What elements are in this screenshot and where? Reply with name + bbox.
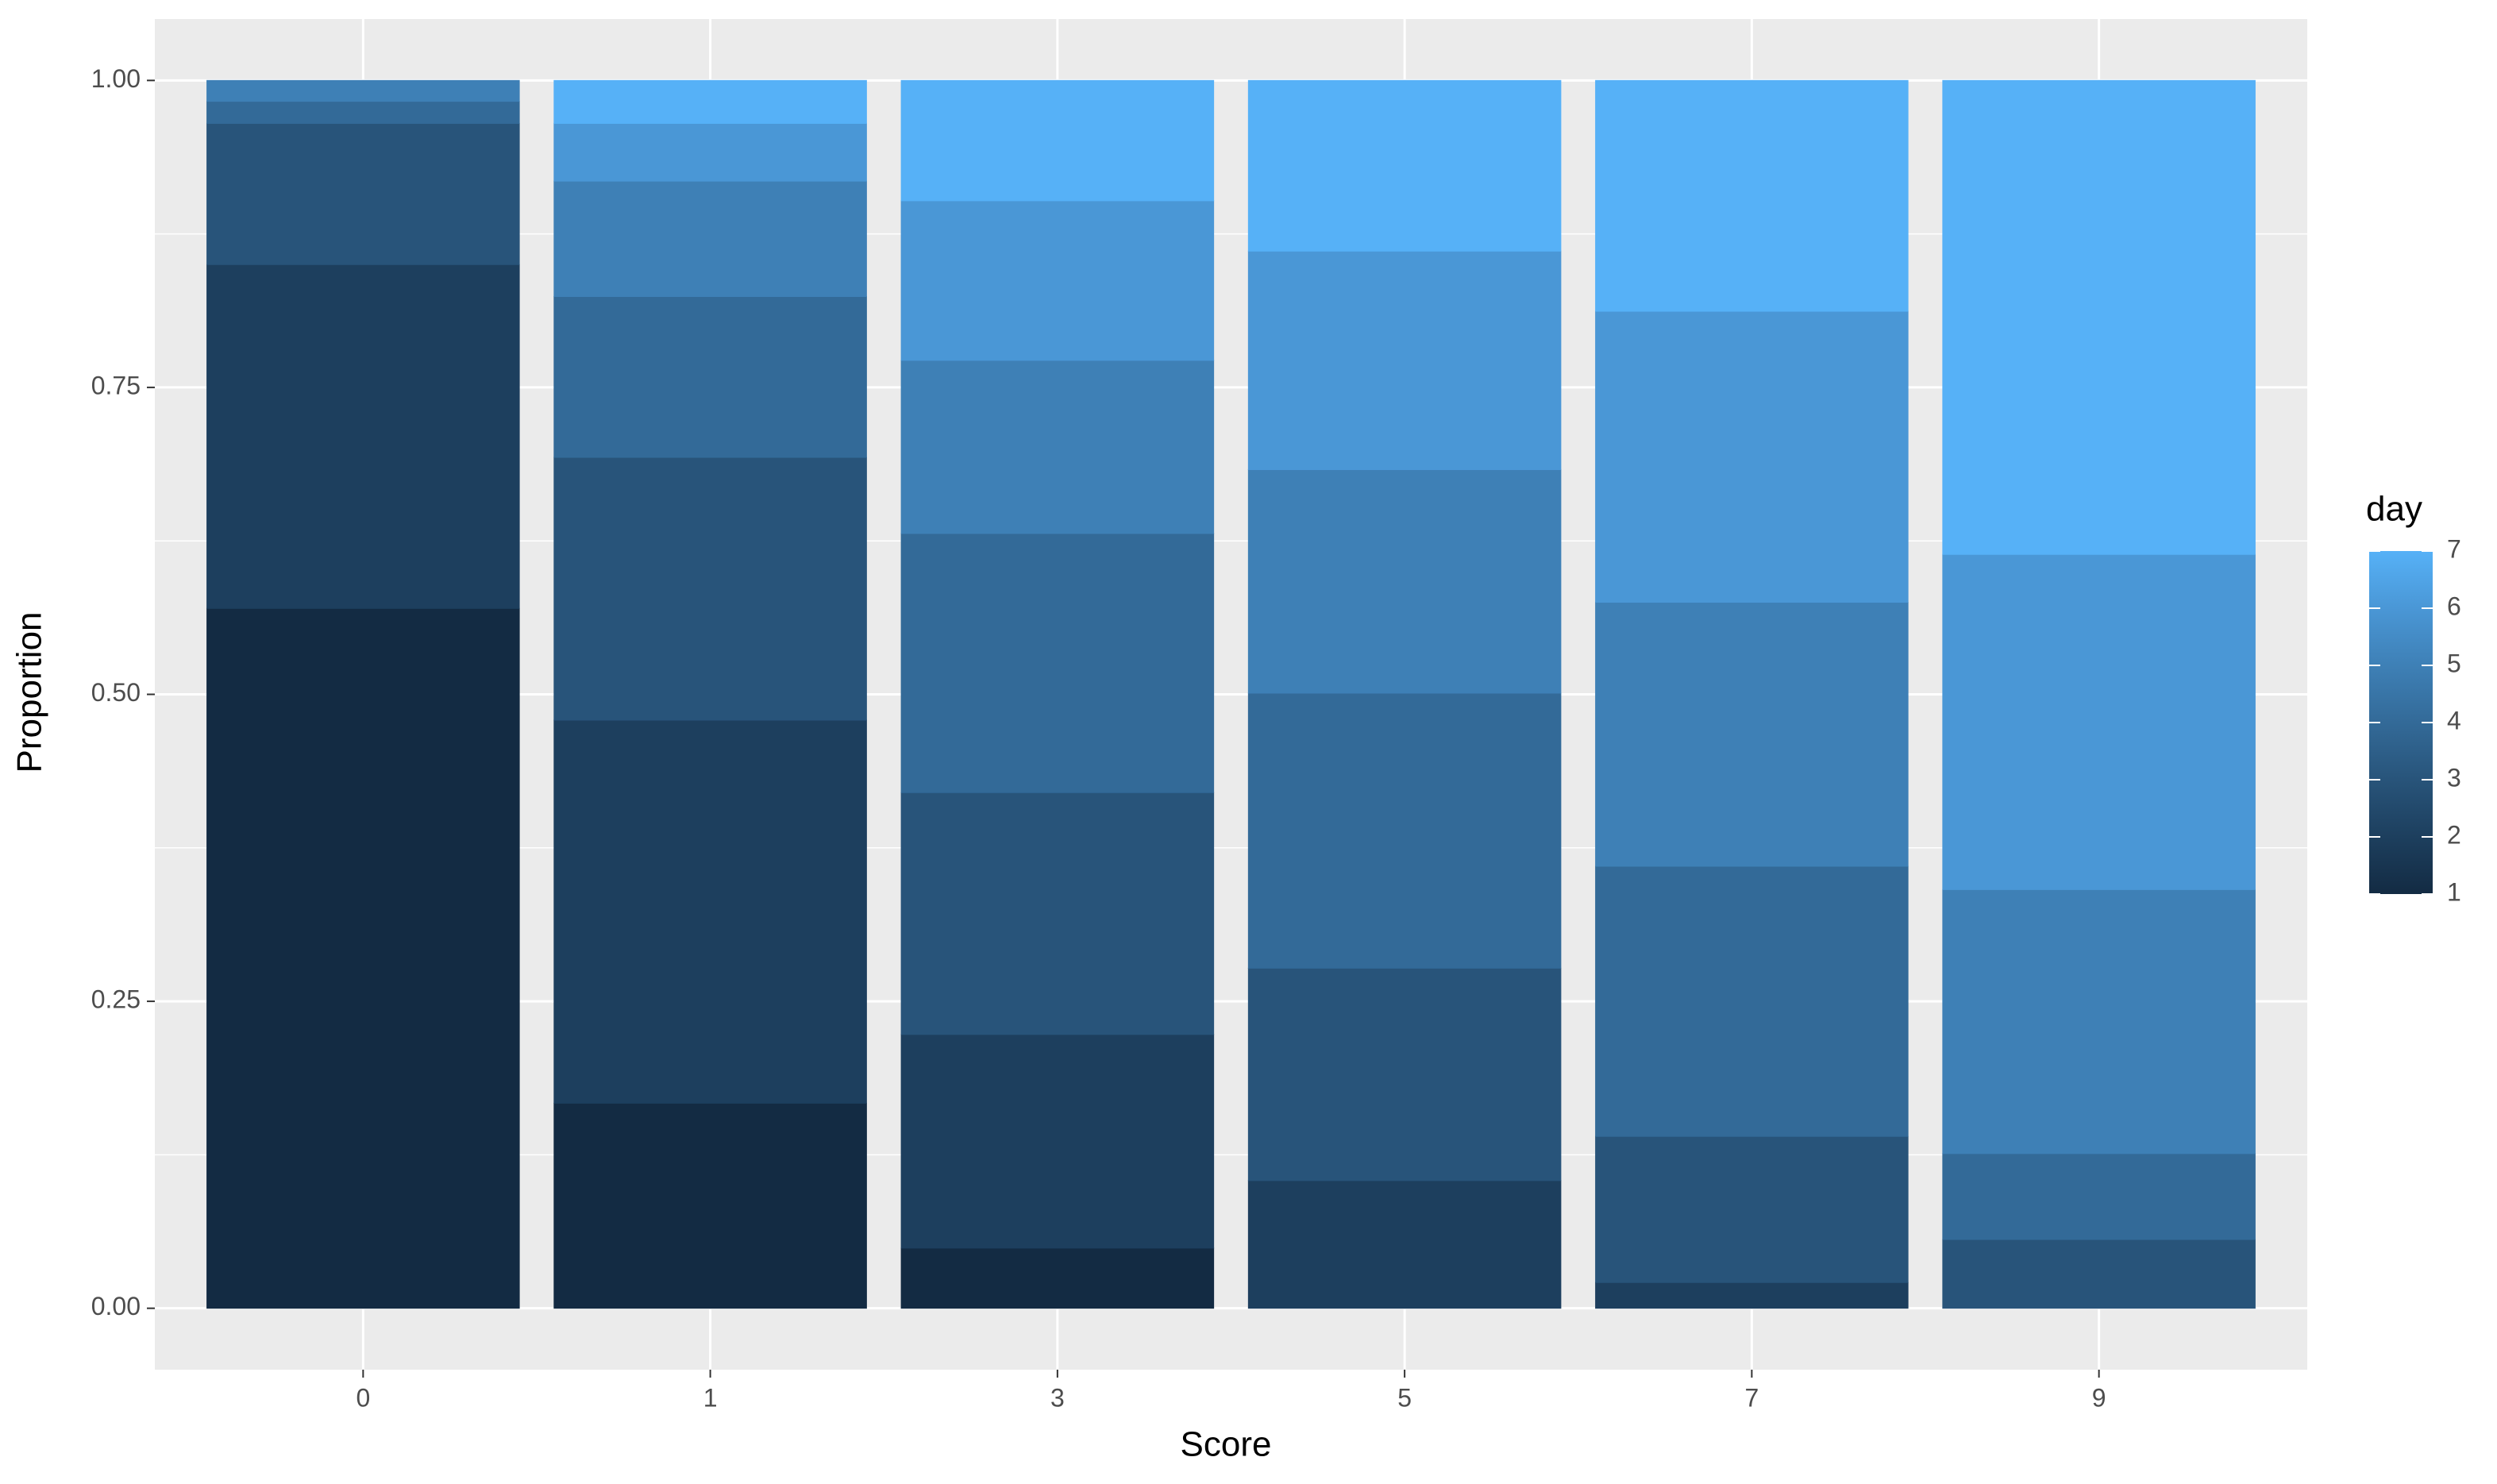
bar-segment: [1247, 692, 1562, 969]
bar-segment: [553, 180, 867, 297]
y-axis-title: Proportion: [10, 611, 49, 773]
legend-label: 7: [2447, 534, 2461, 563]
bar-segment: [1595, 602, 1909, 867]
bar-segment: [206, 607, 520, 1309]
bar-segment: [553, 295, 867, 458]
x-tick-label: 9: [2092, 1383, 2106, 1412]
bar-segment: [1595, 1135, 1909, 1283]
x-tick-label: 5: [1397, 1383, 1412, 1412]
bar-segment: [1247, 1180, 1562, 1309]
bar-segment: [1942, 79, 2256, 555]
bar-segment: [900, 1247, 1215, 1309]
legend-label: 3: [2447, 763, 2461, 792]
bar-segment: [206, 264, 520, 609]
bar-segment: [1942, 1153, 2256, 1240]
bar-segment: [1595, 865, 1909, 1137]
bar-segment: [1595, 79, 1909, 312]
bar-segment: [206, 79, 520, 102]
bar-segment: [553, 79, 867, 124]
bar-segment: [1247, 469, 1562, 694]
legend-label: 5: [2447, 649, 2461, 677]
bar-segment: [900, 79, 1215, 202]
bar-segment: [1595, 310, 1909, 603]
bar-segment: [900, 200, 1215, 361]
legend-title: day: [2366, 490, 2422, 529]
bar-segment: [900, 1034, 1215, 1249]
bar-segment: [553, 1102, 867, 1309]
x-tick-label: 7: [1744, 1383, 1759, 1412]
bar-segment: [1595, 1282, 1909, 1309]
bar-segment: [1942, 553, 2256, 890]
legend-label: 1: [2447, 877, 2461, 906]
bar-segment: [553, 122, 867, 182]
x-tick-label: 3: [1050, 1383, 1065, 1412]
bar-segment: [900, 533, 1215, 793]
bar-segment: [1247, 250, 1562, 471]
bar-segment: [1247, 79, 1562, 252]
y-tick-label: 0.50: [91, 678, 141, 707]
bar-segment: [206, 122, 520, 265]
x-tick-label: 0: [356, 1383, 370, 1412]
x-tick-label: 1: [703, 1383, 718, 1412]
y-tick-label: 0.75: [91, 371, 141, 399]
legend-label: 4: [2447, 706, 2461, 734]
legend-label: 2: [2447, 820, 2461, 849]
bar-segment: [553, 719, 867, 1104]
y-tick-label: 0.00: [91, 1292, 141, 1320]
bar-segment: [206, 101, 520, 124]
bar-segment: [900, 792, 1215, 1035]
y-tick-label: 1.00: [91, 64, 141, 93]
bar-segment: [1942, 888, 2256, 1154]
x-axis-title: Score: [1181, 1425, 1272, 1464]
y-tick-label: 0.25: [91, 985, 141, 1014]
bar-segment: [1942, 1239, 2256, 1309]
bar-segment: [900, 360, 1215, 534]
legend-label: 6: [2447, 592, 2461, 620]
bar-segment: [553, 457, 867, 721]
bar-segment: [1247, 967, 1562, 1181]
